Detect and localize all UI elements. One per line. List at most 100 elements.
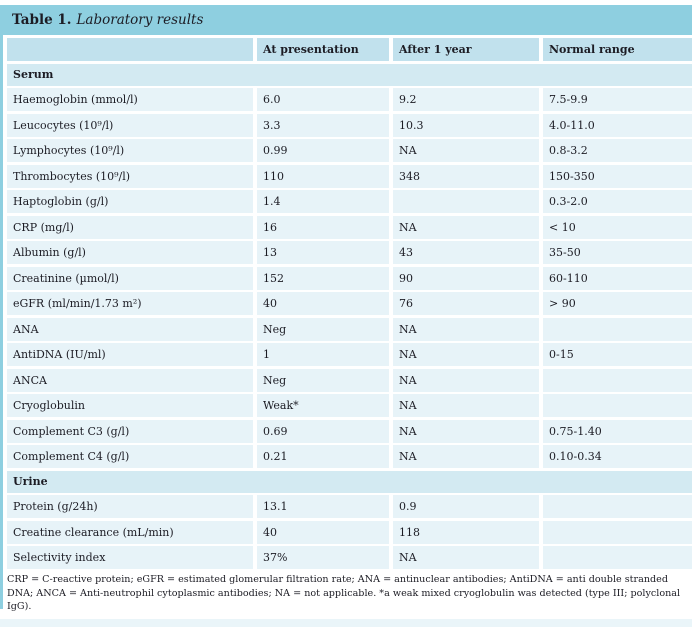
cell-after-1-year: 43 [393,241,539,264]
cell-normal-range: 60-110 [543,266,692,290]
cell-after-1-year: 0.9 [393,495,539,518]
cell-normal-range: 0.10-0.34 [543,445,692,468]
table-row: Protein (g/24h) 13.1 0.9 [7,495,692,518]
cell-normal-range: 0-15 [543,343,692,366]
section-header-urine: Urine [7,470,692,493]
row-label: Creatine clearance (mL/min) [7,520,253,544]
cell-after-1-year: NA [393,368,539,392]
cell-after-1-year: NA [393,317,539,341]
table-row: Thrombocytes (10⁹/l) 110 348 150-350 [7,164,692,188]
cell-normal-range: 0.8-3.2 [543,139,692,162]
row-label: Albumin (g/l) [7,241,253,264]
cell-at-presentation: 0.21 [257,445,389,468]
cell-after-1-year: 90 [393,266,539,290]
row-label: CRP (mg/l) [7,215,253,239]
cell-at-presentation: 37% [257,546,389,569]
row-label: Selectivity index [7,546,253,569]
table-title-prefix: Table 1. [12,12,72,28]
table-row: CRP (mg/l) 16 NA < 10 [7,215,692,239]
cell-after-1-year: NA [393,419,539,443]
table-row: ANCA Neg NA [7,368,692,392]
cell-normal-range [543,520,692,544]
cell-at-presentation: Neg [257,317,389,341]
cell-normal-range: > 90 [543,292,692,315]
cell-at-presentation: 1 [257,343,389,366]
cell-after-1-year: 348 [393,164,539,188]
row-label: Complement C4 (g/l) [7,445,253,468]
cell-after-1-year: NA [393,445,539,468]
row-label: Leucocytes (10⁹/l) [7,113,253,137]
cell-normal-range: 150-350 [543,164,692,188]
column-header-empty [7,38,253,61]
table-row: Creatine clearance (mL/min) 40 118 [7,520,692,544]
cell-after-1-year: NA [393,215,539,239]
section-header-serum: Serum [7,63,692,86]
cell-normal-range [543,394,692,417]
cell-at-presentation: 16 [257,215,389,239]
row-label: eGFR (ml/min/1.73 m²) [7,292,253,315]
cell-at-presentation: 1.4 [257,190,389,213]
table-row: Complement C4 (g/l) 0.21 NA 0.10-0.34 [7,445,692,468]
cell-at-presentation: 13.1 [257,495,389,518]
cell-normal-range: 0.75-1.40 [543,419,692,443]
table-row: Creatinine (µmol/l) 152 90 60-110 [7,266,692,290]
table-row: Leucocytes (10⁹/l) 3.3 10.3 4.0-11.0 [7,113,692,137]
table-row: Haemoglobin (mmol/l) 6.0 9.2 7.5-9.9 [7,88,692,111]
row-label: Cryoglobulin [7,394,253,417]
row-label: Protein (g/24h) [7,495,253,518]
cell-after-1-year: 76 [393,292,539,315]
column-header-after-1-year: After 1 year [393,38,539,61]
cell-normal-range: 4.0-11.0 [543,113,692,137]
cell-after-1-year: NA [393,546,539,569]
cell-at-presentation: 3.3 [257,113,389,137]
table-header-row: At presentation After 1 year Normal rang… [7,38,692,61]
row-label: AntiDNA (IU/ml) [7,343,253,366]
cell-at-presentation: 40 [257,520,389,544]
column-header-at-presentation: At presentation [257,38,389,61]
table-row: eGFR (ml/min/1.73 m²) 40 76 > 90 [7,292,692,315]
cell-normal-range [543,368,692,392]
table-row: Lymphocytes (10⁹/l) 0.99 NA 0.8-3.2 [7,139,692,162]
table-row: Complement C3 (g/l) 0.69 NA 0.75-1.40 [7,419,692,443]
cell-at-presentation: 152 [257,266,389,290]
cell-at-presentation: Neg [257,368,389,392]
table-row: Albumin (g/l) 13 43 35-50 [7,241,692,264]
cell-normal-range: < 10 [543,215,692,239]
cell-after-1-year: 10.3 [393,113,539,137]
table-bottom-border [0,618,692,627]
cell-after-1-year: 118 [393,520,539,544]
cell-normal-range: 0.3-2.0 [543,190,692,213]
cell-at-presentation: 0.69 [257,419,389,443]
row-label: ANCA [7,368,253,392]
cell-normal-range [543,546,692,569]
cell-after-1-year: NA [393,343,539,366]
row-label: Creatinine (µmol/l) [7,266,253,290]
table-title-caption: Laboratory results [76,12,204,28]
row-label: Complement C3 (g/l) [7,419,253,443]
cell-at-presentation: 0.99 [257,139,389,162]
table-row: Haptoglobin (g/l) 1.4 0.3-2.0 [7,190,692,213]
table-row: ANA Neg NA [7,317,692,341]
cell-after-1-year: NA [393,394,539,417]
cell-at-presentation: 6.0 [257,88,389,111]
table-body: Serum Haemoglobin (mmol/l) 6.0 9.2 7.5-9.9 Le… [7,63,692,569]
row-label: Haemoglobin (mmol/l) [7,88,253,111]
cell-normal-range: 7.5-9.9 [543,88,692,111]
row-label: ANA [7,317,253,341]
row-label: Lymphocytes (10⁹/l) [7,139,253,162]
cell-after-1-year: 9.2 [393,88,539,111]
table-left-border [0,10,3,609]
cell-at-presentation: 13 [257,241,389,264]
row-label: Haptoglobin (g/l) [7,190,253,213]
cell-at-presentation: Weak* [257,394,389,417]
cell-normal-range [543,495,692,518]
table-row: Cryoglobulin Weak* NA [7,394,692,417]
cell-after-1-year [393,190,539,213]
table-row: AntiDNA (IU/ml) 1 NA 0-15 [7,343,692,366]
cell-normal-range: 35-50 [543,241,692,264]
row-label: Thrombocytes (10⁹/l) [7,164,253,188]
table-footnote: CRP = C-reactive protein; eGFR = estimat… [7,574,681,612]
column-header-normal-range: Normal range [543,38,692,61]
table-row: Selectivity index 37% NA [7,546,692,569]
laboratory-results-table: At presentation After 1 year Normal rang… [7,38,692,569]
